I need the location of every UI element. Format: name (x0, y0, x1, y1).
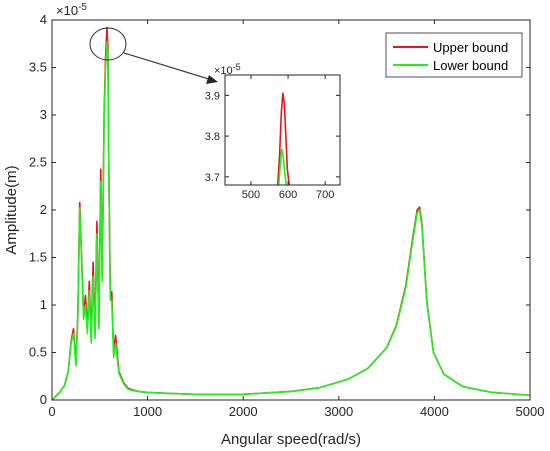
main-ticks-group: 0 1000 2000 3000 4000 5000 0 0.5 1 1.5 2 2.5 3 3.5 4 (29, 12, 545, 419)
inset-y-tick-label: 3.7 (205, 172, 220, 184)
inset-x-tick-label: 600 (279, 189, 297, 201)
main-x-tick-label: 5000 (516, 404, 545, 419)
main-series-group (51, 26, 531, 401)
main-y-tick-label: 3 (40, 107, 47, 122)
main-x-tick-label: 3000 (324, 404, 353, 419)
legend-box (385, 32, 523, 78)
inset-y-tick-label: 3.8 (205, 131, 220, 143)
main-x-tick-label: 4000 (420, 404, 449, 419)
main-y-tick-label: 2 (40, 202, 47, 217)
y-axis-label: Amplitude(m) (3, 165, 20, 254)
zoom-highlight-ellipse (89, 27, 127, 61)
main-y-tick-label: 3.5 (29, 60, 47, 75)
main-x-tick-label: 2000 (229, 404, 258, 419)
zoom-arrow-head (206, 75, 218, 84)
inset-series-upper-bound-line (276, 92, 290, 185)
inset-axes-frame (224, 74, 341, 186)
inset-x-tick-label: 700 (316, 189, 334, 201)
inset-series-lower-bound-line (277, 148, 288, 185)
inset-plot-area (225, 75, 340, 185)
main-x-tick-label: 0 (48, 404, 55, 419)
inset-y-multiplier: ×10-5 (214, 62, 241, 77)
main-series-lower-bound-line (51, 41, 531, 401)
inset-y-multiplier-exponent: -5 (233, 62, 241, 72)
y-multiplier: ×10-5 (56, 2, 87, 18)
y-multiplier-exponent: -5 (78, 2, 87, 13)
main-y-tick-label: 1 (40, 297, 47, 312)
main-y-tick-label: 4 (40, 12, 47, 27)
inset-series-group (276, 92, 290, 185)
main-y-tick-label: 0 (40, 392, 47, 407)
main-y-tick-label: 0.5 (29, 345, 47, 360)
legend-label-lower: Lower bound (433, 58, 508, 73)
legend-label-upper: Upper bound (433, 40, 508, 55)
inset-y-tick-label: 3.9 (205, 90, 220, 102)
main-y-tick-label: 1.5 (29, 250, 47, 265)
x-axis-label: Angular speed(rad/s) (221, 431, 361, 448)
legend: Upper bound Lower bound (385, 32, 523, 78)
main-x-tick-label: 1000 (133, 404, 162, 419)
inset-x-tick-label: 500 (242, 189, 260, 201)
main-y-tick-label: 2.5 (29, 155, 47, 170)
inset-ticks-group: 500 600 700 3.7 3.8 3.9 (205, 75, 340, 201)
zoom-arrow-line (123, 52, 213, 81)
